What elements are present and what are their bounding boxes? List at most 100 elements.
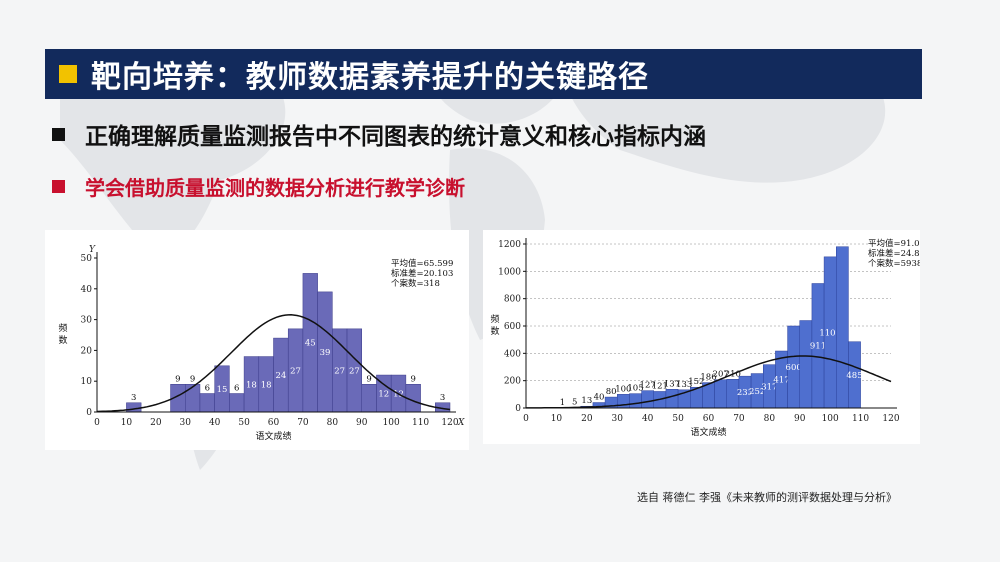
bullet-square-icon — [52, 127, 65, 141]
chart1-data-label: 3 — [440, 393, 445, 403]
chart2-data-label: 252 — [749, 387, 765, 397]
chart2-data-label: 40 — [594, 393, 605, 403]
title-bar: 靶向培养：教师数据素养提升的关键路径 — [45, 49, 922, 99]
chart2-data-label: 485 — [846, 371, 862, 381]
chart1-x-tick-label: 10 — [121, 418, 133, 428]
chart1-x-tick-label: 20 — [150, 418, 162, 428]
bullet-square-red-icon — [52, 180, 65, 193]
chart2-x-tick-label: 110 — [852, 414, 869, 424]
chart2-data-label: 317 — [761, 382, 777, 392]
chart1-data-label: 9 — [411, 374, 416, 384]
chart2-x-tick-label: 60 — [703, 414, 715, 424]
chart1-y-tick-label: 20 — [81, 346, 93, 356]
chart2-y-tick-label: 1000 — [498, 267, 521, 277]
chart1-x-tick-label: 80 — [327, 418, 339, 428]
chart1-data-label: 3 — [131, 393, 136, 403]
chart1-x-tick-label: 110 — [412, 418, 429, 428]
bullet-2: 学会借助质量监测的数据分析进行教学诊断 — [52, 172, 465, 201]
chart2-y-tick-label: 800 — [504, 295, 521, 305]
chart2-bar — [714, 379, 727, 409]
chart2-data-label: 105 — [627, 384, 643, 394]
chart1-data-label: 18 — [246, 380, 257, 390]
chart1-data-label: 18 — [261, 380, 272, 390]
chart1-bar — [229, 393, 245, 413]
chart2-x-tick-label: 120 — [882, 414, 899, 424]
chart1-bar — [361, 384, 377, 413]
chart1-data-label: 12 — [378, 390, 389, 400]
chart2-x-tick-label: 20 — [581, 414, 593, 424]
chart2-data-label: 13 — [581, 396, 592, 406]
chart1-x-tick-label: 70 — [297, 418, 309, 428]
chart2-data-label: 1106 — [819, 328, 841, 338]
chart2-x-tick-label: 10 — [551, 414, 563, 424]
chart2-x-tick-label: 50 — [672, 414, 684, 424]
chart2-y-tick-label: 200 — [504, 377, 521, 387]
histogram-2-svg: 1 5 13 408010010512712113713315218620721023… — [490, 238, 920, 438]
chart1-y-letter: Y — [89, 245, 96, 255]
chart1-y-axis-label-1: 频 — [58, 322, 67, 334]
chart1-y-axis-label-2: 数 — [58, 334, 67, 346]
chart2-data-label: 1 — [560, 398, 565, 408]
chart2-data-label: 186 — [700, 373, 716, 383]
chart2-x-tick-label: 90 — [794, 414, 806, 424]
chart1-normal-curve — [96, 314, 451, 413]
chart1-x-tick-label: 50 — [238, 418, 250, 428]
chart1-bar — [126, 402, 142, 413]
histogram-chart-2: 1 5 13 40 80 100 105 127 121 137 133 152 186 207 210 23… — [483, 230, 920, 444]
chart2-data-label: 137 — [664, 379, 680, 389]
chart1-data-label: 45 — [305, 339, 316, 349]
chart1-data-label: 6 — [205, 384, 210, 394]
chart1-y-tick-label: 0 — [86, 408, 92, 418]
chart1-bar — [199, 393, 215, 413]
chart1-x-tick-label: 100 — [383, 418, 400, 428]
chart2-x-tick-label: 80 — [764, 414, 776, 424]
chart2-stat-line: 标准差=24.888 — [868, 248, 920, 259]
chart1-y-tick-label: 10 — [81, 377, 93, 387]
chart1-x-axis-label: 语文成绩 — [255, 430, 291, 442]
chart2-y-tick-label: 1200 — [498, 240, 521, 250]
chart1-data-label: 6 — [234, 384, 239, 394]
chart2-data-label: 100 — [615, 384, 631, 394]
chart2-x-tick-label: 30 — [612, 414, 624, 424]
chart1-data-label: 15 — [217, 385, 228, 395]
chart1-x-tick-label: 60 — [268, 418, 280, 428]
chart2-data-label: 121 — [652, 381, 668, 391]
chart1-x-tick-label: 120 — [441, 418, 458, 428]
chart1-x-letter: X — [457, 418, 465, 428]
chart1-data-label: 9 — [366, 374, 371, 384]
chart1-y-tick-label: 40 — [81, 285, 93, 295]
chart2-y-tick-label: 600 — [504, 322, 521, 332]
chart2-bar — [629, 393, 642, 409]
chart1-x-tick-label: 90 — [356, 418, 368, 428]
chart2-data-label: 233 — [737, 388, 753, 398]
chart2-data-label: 80 — [606, 387, 617, 397]
chart1-data-label: 39 — [320, 348, 331, 358]
chart2-x-axis-label: 语文成绩 — [690, 426, 726, 438]
chart2-bar — [799, 320, 813, 409]
chart1-data-label: 27 — [290, 366, 301, 376]
chart1-x-tick-label: 30 — [180, 418, 192, 428]
chart2-y-tick-label: 400 — [504, 349, 521, 359]
chart1-data-label: 24 — [275, 371, 286, 381]
histogram-chart-1: 3 9 9 6 15 6 18 18 24 27 45 39 27 27 9 12 12 9 3 0 10 20 30 40 5… — [45, 230, 469, 450]
chart1-data-label: 9 — [175, 374, 180, 384]
chart2-bar — [836, 246, 849, 409]
chart2-y-axis-label-1: 频 — [490, 313, 499, 325]
chart2-data-label: 133 — [676, 380, 692, 390]
chart1-stat-line: 平均值=65.599 — [391, 258, 453, 269]
chart1-stat-line: 个案数=318 — [391, 278, 440, 289]
chart2-bar — [665, 389, 679, 409]
title-square-icon — [59, 65, 77, 83]
chart2-stat-line: 个案数=5938 — [868, 258, 920, 269]
chart1-stat-line: 标准差=20.103 — [391, 268, 453, 279]
bullet-1-text: 正确理解质量监测报告中不同图表的统计意义和核心指标内涵 — [85, 124, 706, 150]
chart1-y-tick-label: 50 — [81, 254, 93, 264]
chart2-data-label: 417 — [773, 376, 789, 386]
chart1-data-label: 27 — [349, 366, 360, 376]
chart1-x-tick-label: 40 — [209, 418, 221, 428]
chart2-data-label: 152 — [688, 377, 704, 387]
chart2-data-label: 600 — [786, 363, 802, 373]
bullet-2-text: 学会借助质量监测的数据分析进行教学诊断 — [85, 176, 465, 200]
chart2-x-tick-label: 40 — [642, 414, 654, 424]
